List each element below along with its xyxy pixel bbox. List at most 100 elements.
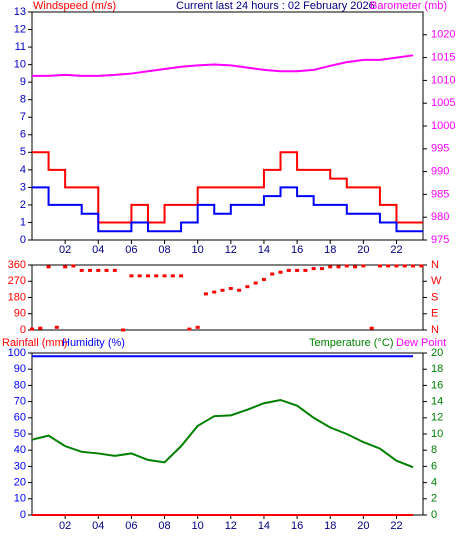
- plot-frame: [31, 11, 424, 241]
- y2-tick-label: N: [431, 259, 439, 271]
- series-line: [32, 54, 414, 77]
- y2-tick-label: 995: [431, 143, 449, 155]
- x-tick-label: 12: [225, 520, 237, 532]
- y2-tick-label: 1000: [431, 120, 455, 132]
- y2-tick-label: 1020: [431, 29, 455, 41]
- y-tick-label: 5: [20, 146, 26, 158]
- direction-point: [286, 268, 291, 272]
- direction-point: [377, 264, 382, 268]
- y-tick-label: 11: [15, 41, 26, 53]
- y-tick-label: 7: [20, 111, 26, 123]
- x-tick-label: 14: [258, 244, 270, 256]
- y-tick-label: 360: [8, 259, 26, 271]
- direction-point: [137, 274, 142, 278]
- y-tick-label: 2: [20, 199, 26, 211]
- y-tick-label: 0: [20, 234, 26, 246]
- direction-point: [245, 285, 250, 289]
- direction-point: [419, 264, 424, 268]
- direction-point: [112, 268, 117, 272]
- series-line: [31, 398, 414, 469]
- direction-point: [63, 265, 68, 269]
- direction-point: [170, 274, 175, 278]
- direction-point: [270, 272, 275, 276]
- y2-tick-label: 1005: [431, 97, 455, 109]
- y-tick-label: 180: [8, 291, 26, 303]
- direction-point: [253, 281, 258, 285]
- x-tick-label: 06: [125, 244, 137, 256]
- y-tick-label: 90: [14, 363, 26, 375]
- barometer-label: Barometer (mb): [370, 0, 447, 12]
- y-tick-label: 10: [14, 493, 26, 505]
- y2-tick-label: 980: [431, 211, 449, 223]
- y2-tick-label: 990: [431, 166, 449, 178]
- direction-point: [145, 274, 150, 278]
- direction-point: [154, 274, 159, 278]
- x-tick-label: 16: [291, 244, 303, 256]
- y2-tick-label: N: [431, 324, 439, 336]
- y-tick-label: 0: [20, 509, 26, 521]
- x-tick-label: 02: [59, 520, 71, 532]
- y2-tick-label: 10: [431, 428, 443, 440]
- y-tick-label: 60: [14, 412, 26, 424]
- y-tick-label: 13: [14, 6, 26, 18]
- direction-point: [87, 268, 92, 272]
- plot-frame: [31, 352, 424, 516]
- y-tick-label: 4: [20, 164, 26, 176]
- direction-point: [411, 264, 416, 268]
- direction-point: [96, 268, 101, 272]
- x-tick-label: 04: [92, 520, 104, 532]
- x-tick-label: 04: [92, 244, 104, 256]
- y-tick-label: 20: [14, 477, 26, 489]
- series-line: [32, 186, 423, 233]
- direction-point: [104, 268, 109, 272]
- y2-tick-label: 0: [431, 509, 437, 521]
- y2-tick-label: 985: [431, 188, 449, 200]
- x-tick-label: 18: [324, 244, 336, 256]
- x-tick-label: 20: [357, 520, 369, 532]
- x-tick-label: 22: [390, 244, 402, 256]
- y2-tick-label: 4: [431, 477, 437, 489]
- x-tick-label: 18: [324, 520, 336, 532]
- y-tick-label: 1: [20, 216, 26, 228]
- x-tick-label: 12: [225, 244, 237, 256]
- direction-point: [402, 264, 407, 268]
- direction-point: [261, 277, 266, 281]
- y-tick-label: 90: [14, 308, 26, 320]
- direction-point: [220, 288, 225, 292]
- x-tick-label: 16: [291, 520, 303, 532]
- y2-tick-label: 18: [431, 363, 443, 375]
- humidity-label: Humidity (%): [62, 337, 125, 349]
- y2-tick-label: 6: [431, 460, 437, 472]
- direction-point: [237, 288, 242, 292]
- y2-tick-label: 12: [431, 412, 443, 424]
- temperature-label: Temperature (°C): [309, 337, 393, 349]
- y-tick-label: 80: [14, 379, 26, 391]
- direction-point: [328, 265, 333, 269]
- direction-point: [195, 325, 200, 329]
- y-tick-label: 100: [8, 347, 26, 359]
- direction-point: [228, 286, 233, 290]
- y-tick-label: 8: [20, 94, 26, 106]
- x-tick-label: 20: [357, 244, 369, 256]
- direction-point: [212, 290, 217, 294]
- y-tick-label: 10: [14, 59, 26, 71]
- y2-tick-label: 16: [431, 379, 443, 391]
- x-tick-label: 02: [59, 244, 71, 256]
- direction-point: [30, 327, 34, 331]
- y-tick-label: 40: [14, 444, 26, 456]
- wind-label: Windspeed (m/s): [33, 0, 116, 12]
- y2-tick-label: 20: [431, 347, 443, 359]
- x-tick-label: 10: [192, 520, 204, 532]
- direction-point: [369, 326, 374, 330]
- y2-tick-label: 14: [431, 396, 443, 408]
- direction-point: [303, 268, 308, 272]
- direction-point: [71, 264, 76, 268]
- y2-tick-label: 2: [431, 493, 437, 505]
- x-tick-label: 22: [390, 520, 402, 532]
- direction-point: [319, 267, 324, 271]
- y-tick-label: 70: [14, 396, 26, 408]
- direction-point: [129, 274, 134, 278]
- y-tick-label: 3: [20, 181, 26, 193]
- y2-tick-label: 1015: [431, 52, 455, 64]
- direction-point: [311, 267, 316, 271]
